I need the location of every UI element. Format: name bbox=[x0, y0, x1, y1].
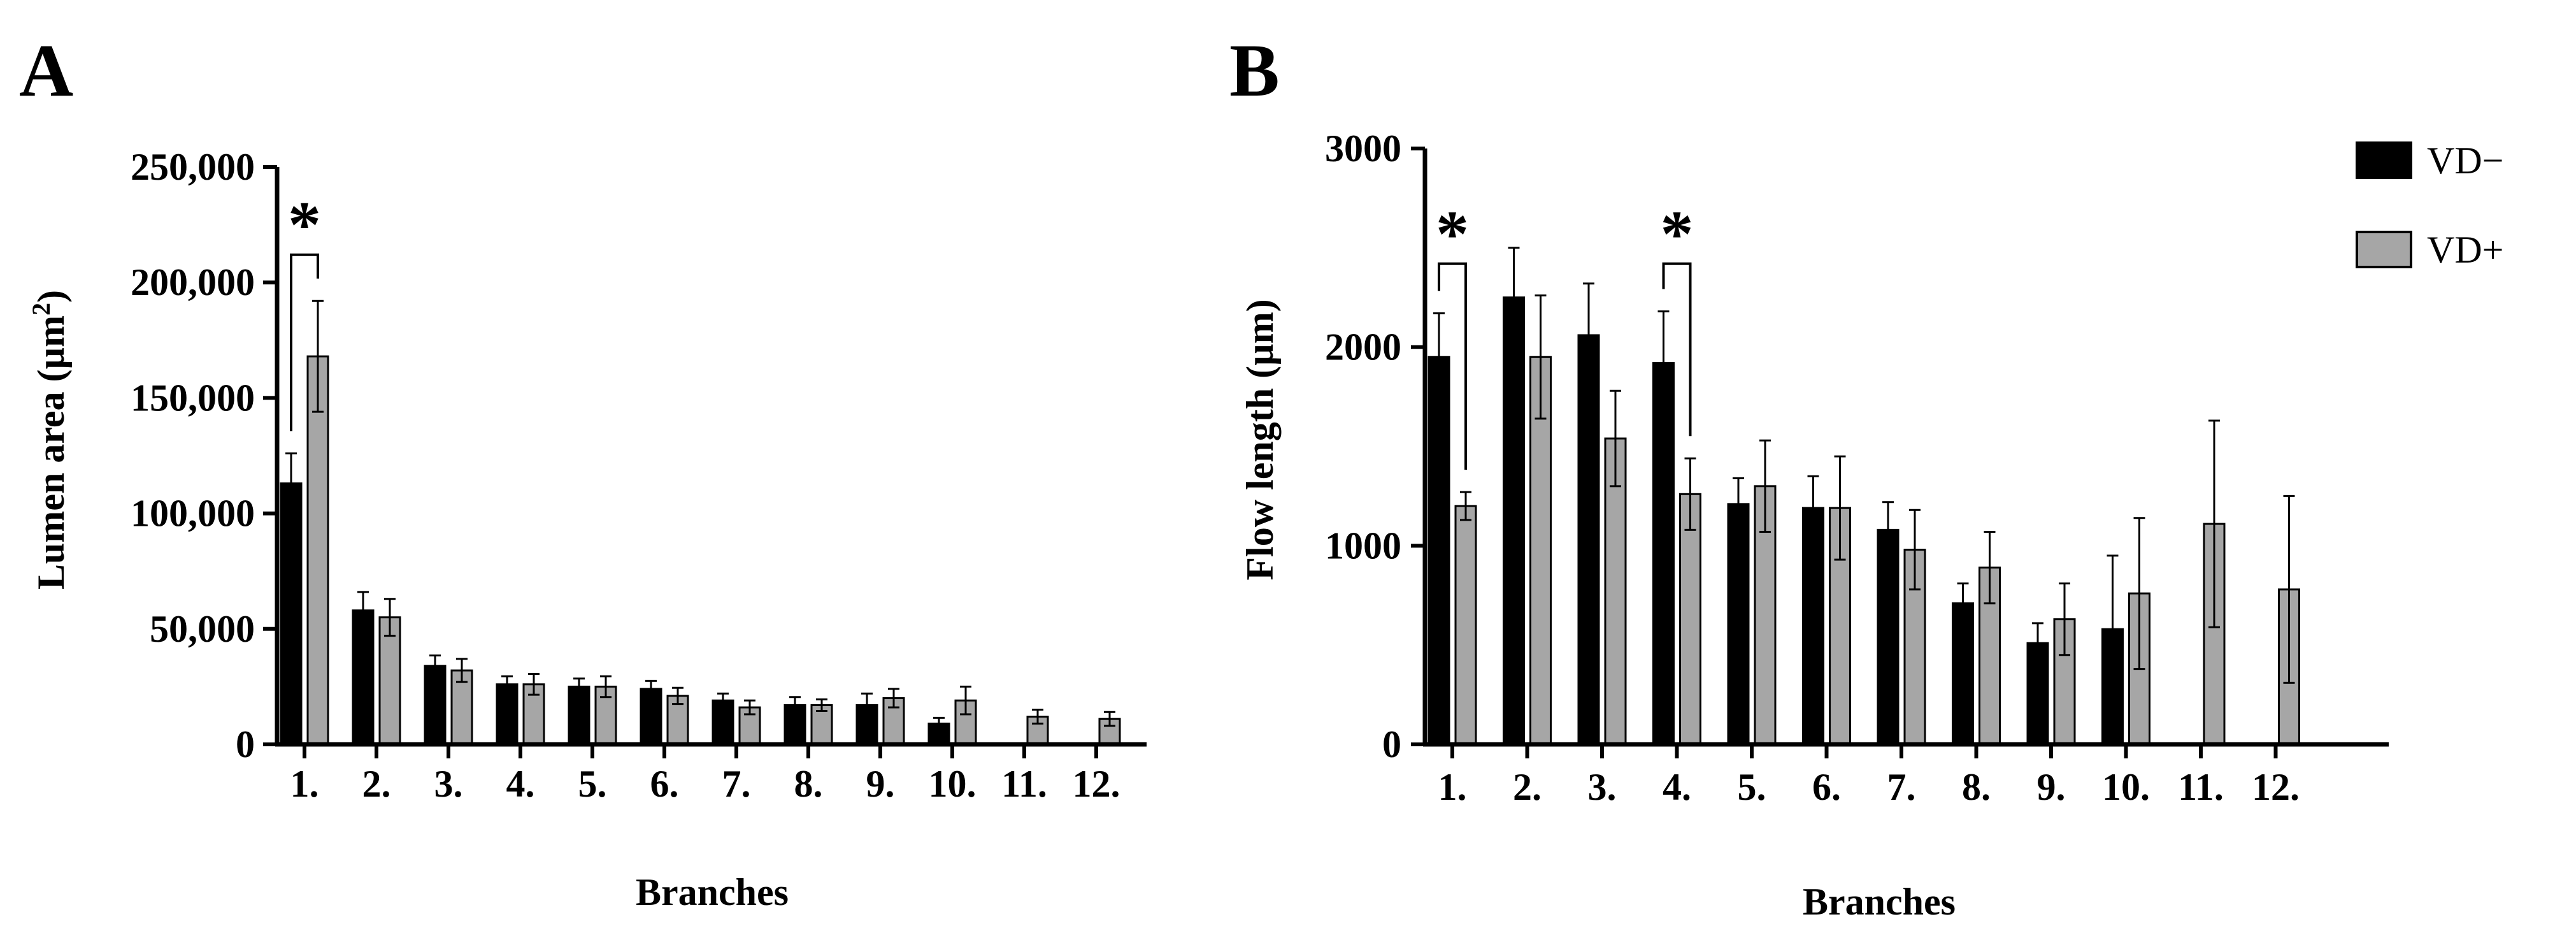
panel-a-bar bbox=[280, 482, 303, 746]
panel-a-letter: A bbox=[19, 29, 73, 112]
panel-b-x-tick-label: 10. bbox=[2102, 766, 2150, 808]
panel-b-significance-bracket bbox=[1438, 262, 1467, 470]
legend-label-vd-minus: VD− bbox=[2427, 140, 2504, 182]
panel-b-x-tick-label: 12. bbox=[2252, 766, 2300, 808]
panel-a-x-tick-label: 12. bbox=[1073, 763, 1120, 805]
panel-b-x-tick-label: 1. bbox=[1438, 766, 1467, 808]
legend-swatch-vd-plus bbox=[2356, 231, 2412, 268]
panel-b-significance-bracket bbox=[1662, 262, 1692, 437]
panel-b-bar bbox=[1454, 505, 1477, 746]
legend-label-vd-plus: VD+ bbox=[2427, 229, 2504, 271]
panel-b-bar bbox=[1679, 493, 1701, 746]
panel-b-significance-star: * bbox=[1661, 198, 1694, 271]
panel-a-x-tick-label: 3. bbox=[434, 763, 463, 805]
panel-a-chart: A Lumen area (µm2) Branches 0 50,000 100,0… bbox=[19, 29, 1147, 913]
panel-a-x-tick-label: 6. bbox=[650, 763, 679, 805]
panel-a-bar bbox=[424, 665, 447, 746]
panel-a-y-tick-label: 50,000 bbox=[150, 608, 255, 650]
legend: VD− VD+ bbox=[2356, 140, 2504, 271]
panel-b-x-tick-label: 6. bbox=[1812, 766, 1841, 808]
panel-b-x-tick-label: 9. bbox=[2037, 766, 2066, 808]
panel-b-bar bbox=[1727, 503, 1750, 746]
panel-b-bar bbox=[1652, 362, 1675, 746]
panel-a-y-axis-label: Lumen area (µm2) bbox=[27, 290, 73, 589]
panel-a-x-tick-label: 11. bbox=[1001, 763, 1047, 805]
panel-a-x-tick-label: 8. bbox=[794, 763, 823, 805]
panel-a-x-tick-label: 5. bbox=[578, 763, 607, 805]
panel-b-x-tick-label: 11. bbox=[2178, 766, 2224, 808]
legend-entry-vd-minus: VD− bbox=[2356, 140, 2504, 182]
panel-b-bar bbox=[1428, 356, 1450, 746]
panel-b-letter: B bbox=[1229, 29, 1280, 112]
panel-b-x-tick-label: 2. bbox=[1513, 766, 1542, 808]
panel-b-y-tick-label: 3000 bbox=[1325, 127, 1401, 170]
panel-b-x-tick-label: 7. bbox=[1887, 766, 1916, 808]
panel-a-x-tick-label: 2. bbox=[362, 763, 391, 805]
panel-b-y-tick-label: 2000 bbox=[1325, 326, 1401, 368]
panel-b-significance-star: * bbox=[1436, 198, 1469, 271]
panel-a-bar bbox=[352, 609, 375, 746]
panel-a-y-tick-label: 250,000 bbox=[131, 146, 255, 188]
panel-b-y-tick-label: 0 bbox=[1382, 723, 1401, 765]
panel-a-significance-star: * bbox=[288, 189, 321, 262]
panel-a-significance-bracket bbox=[290, 253, 319, 431]
panel-b-bar bbox=[1577, 334, 1600, 746]
panel-b-x-tick-label: 8. bbox=[1962, 766, 1991, 808]
legend-swatch-vd-minus bbox=[2356, 141, 2412, 179]
panel-b-bar bbox=[1802, 507, 1824, 746]
panel-a-y-tick-label: 100,000 bbox=[131, 493, 255, 535]
panel-b-bar bbox=[1877, 528, 1900, 746]
panel-a-x-tick-label: 9. bbox=[866, 763, 895, 805]
panel-a-x-tick-label: 7. bbox=[722, 763, 751, 805]
panel-a-x-tick-label: 1. bbox=[290, 763, 319, 805]
legend-entry-vd-plus: VD+ bbox=[2356, 229, 2504, 271]
panel-b-x-tick-label: 3. bbox=[1588, 766, 1617, 808]
panel-a-y-tick-label: 150,000 bbox=[131, 377, 255, 419]
panel-a-y-tick-label: 0 bbox=[236, 723, 255, 765]
panel-a-x-axis-label: Branches bbox=[636, 871, 789, 913]
panel-b-x-axis-label: Branches bbox=[1803, 881, 1956, 923]
panel-a-bar bbox=[306, 355, 329, 746]
panel-a-y-tick-label: 200,000 bbox=[131, 261, 255, 303]
panel-b-x-tick-label: 4. bbox=[1663, 766, 1691, 808]
panel-a-x-tick-label: 4. bbox=[506, 763, 535, 805]
panel-b-y-axis-label: Flow length (µm) bbox=[1239, 299, 1281, 580]
panel-b-bar bbox=[1952, 602, 1974, 746]
panel-b-bar bbox=[1503, 296, 1525, 746]
panel-b-chart: B Flow length (µm) Branches 0 1000 2000 300… bbox=[1229, 29, 2389, 923]
panel-b-x-tick-label: 5. bbox=[1738, 766, 1766, 808]
panel-b-y-tick-label: 1000 bbox=[1325, 524, 1401, 567]
panel-a-x-tick-label: 10. bbox=[929, 763, 977, 805]
